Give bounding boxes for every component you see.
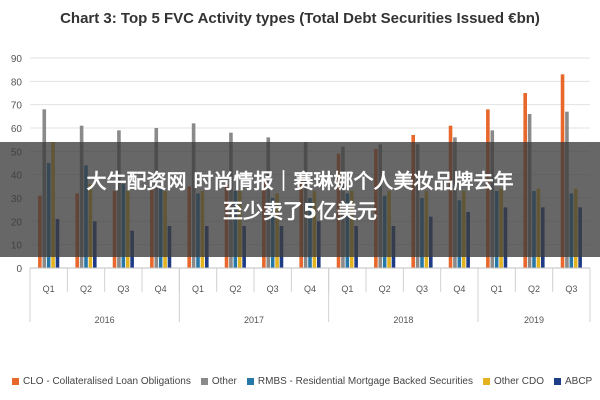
legend-item: RMBS - Residential Mortgage Backed Secur… — [246, 376, 473, 387]
legend-label: Other CDO — [493, 376, 544, 387]
x-tick-label: Q1 — [43, 284, 55, 294]
y-tick-label: 70 — [11, 101, 23, 112]
legend-label: Other — [211, 376, 237, 387]
legend-item: CLO - Collateralised Loan Obligations — [12, 376, 191, 387]
x-tick-label: Q3 — [117, 284, 129, 294]
x-tick-label: Q1 — [341, 284, 353, 294]
x-tick-label: Q2 — [379, 284, 391, 294]
legend-swatch — [246, 378, 254, 385]
x-tick-label: Q4 — [304, 284, 316, 294]
chart-legend: CLO - Collateralised Loan Obligations Oth… — [12, 376, 592, 392]
x-group-label: 2019 — [524, 315, 544, 325]
x-group-label: 2016 — [95, 315, 115, 325]
y-tick-label: 80 — [11, 77, 23, 88]
chart-title: Chart 3: Top 5 FVC Activity types (Total… — [60, 10, 540, 27]
x-tick-label: Q2 — [80, 284, 92, 294]
y-tick-label: 90 — [11, 54, 23, 65]
x-group-label: 2018 — [393, 315, 413, 325]
x-tick-label: Q3 — [416, 284, 428, 294]
legend-swatch — [554, 378, 561, 385]
x-tick-label: Q2 — [528, 284, 540, 294]
legend-item: Other CDO — [482, 376, 544, 387]
x-tick-label: Q1 — [192, 284, 204, 294]
x-tick-label: Q4 — [453, 284, 465, 294]
overlay-headline-line1: 大牛配资网 时尚情报｜赛琳娜个人美妆品牌去年 — [86, 169, 514, 193]
legend-label: ABCP — [565, 376, 593, 387]
x-tick-label: Q4 — [155, 284, 167, 294]
legend-item: Other — [200, 376, 237, 387]
legend-swatch — [482, 378, 490, 385]
y-tick-label: 60 — [11, 124, 23, 135]
legend-label: RMBS - Residential Mortgage Backed Secur… — [257, 376, 473, 387]
x-group-label: 2017 — [244, 315, 264, 325]
legend-item: ABCP — [554, 376, 592, 387]
x-axis: Q1 Q2 Q3 Q4 Q1 Q2 Q3 Q4 Q1 Q2 Q3 Q4 Q1 Q2 Q3 2016 2017 20… — [29, 267, 591, 325]
x-tick-label: Q3 — [565, 284, 577, 294]
x-tick-label: Q1 — [491, 284, 503, 294]
x-tick-label: Q2 — [229, 284, 241, 294]
overlay-banner — [0, 142, 600, 257]
legend-swatch — [200, 378, 208, 385]
overlay-headline[interactable]: 大牛配资网 时尚情报｜赛琳娜个人美妆品牌去年 至少卖了5亿美元 — [0, 166, 600, 226]
legend-swatch — [12, 378, 19, 385]
overlay-headline-line2: 至少卖了5亿美元 — [223, 199, 377, 223]
x-tick-label: Q3 — [267, 284, 279, 294]
legend-label: CLO - Collateralised Loan Obligations — [23, 376, 191, 387]
y-tick-label: 0 — [16, 264, 22, 275]
